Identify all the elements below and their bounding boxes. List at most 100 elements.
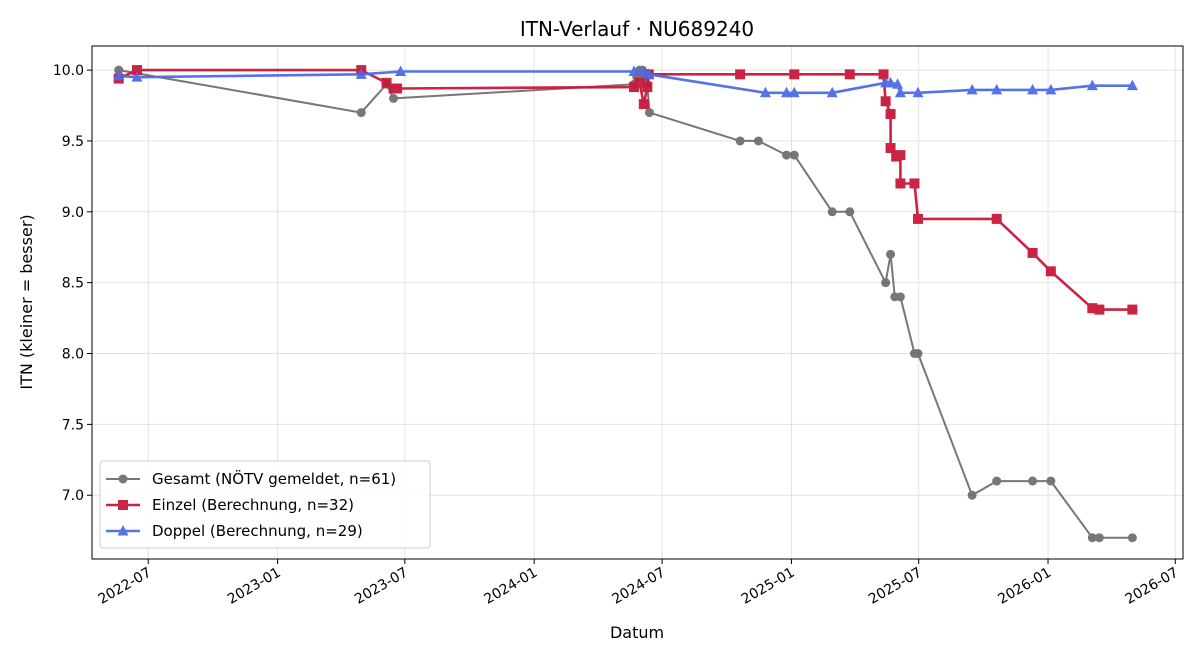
series-doppel	[113, 65, 1138, 98]
data-point-einzel	[735, 69, 746, 80]
data-point-doppel	[885, 76, 897, 88]
data-point-gesamt	[1046, 476, 1056, 486]
data-point-einzel	[895, 150, 906, 161]
data-point-doppel	[1126, 79, 1138, 91]
data-point-doppel	[1045, 83, 1057, 95]
y-axis: 7.0 7.5 8.0 8.5 9.0 9.5 10.0	[53, 63, 92, 504]
data-point-doppel	[628, 65, 640, 77]
legend-label-gesamt: Gesamt (NÖTV gemeldet, n=61)	[152, 469, 396, 488]
x-tick-label: 2025-07	[866, 565, 925, 608]
data-point-einzel	[880, 96, 891, 107]
data-point-doppel	[1086, 79, 1098, 91]
legend-swatch-einzel	[106, 500, 140, 510]
x-tick-label: 2023-01	[225, 565, 284, 608]
y-tick-label: 7.5	[62, 417, 84, 433]
plot-frame	[91, 45, 1184, 560]
data-point-einzel	[895, 178, 906, 189]
x-tick-label: 2026-01	[995, 565, 1054, 608]
series-line-doppel	[118, 70, 1133, 95]
data-point-doppel	[355, 68, 367, 79]
data-point-einzel	[885, 143, 896, 154]
data-point-doppel	[131, 71, 143, 82]
data-point-gesamt	[789, 150, 799, 160]
series-layer	[113, 65, 1138, 543]
y-tick-label: 10.0	[53, 63, 84, 79]
legend-marker	[118, 474, 128, 484]
data-point-doppel	[1027, 83, 1039, 95]
y-tick-label: 8.5	[62, 276, 84, 292]
data-point-gesamt	[881, 278, 891, 288]
y-tick-label: 8.0	[62, 347, 84, 363]
data-point-einzel	[789, 69, 800, 80]
y-tick-label: 7.0	[62, 488, 84, 504]
data-point-gesamt	[1028, 476, 1038, 486]
x-axis: 2022-07 2023-01 2023-07 2024-01 2024-07 2025-…	[96, 559, 1182, 608]
data-point-gesamt	[356, 108, 366, 118]
data-point-gesamt	[644, 108, 654, 118]
data-point-doppel	[826, 86, 838, 98]
data-point-doppel	[781, 86, 793, 98]
data-point-einzel	[1045, 266, 1056, 277]
data-point-einzel	[634, 77, 645, 88]
data-point-gesamt	[1094, 533, 1104, 543]
data-point-einzel	[392, 83, 403, 94]
data-point-doppel	[643, 68, 655, 79]
legend: Gesamt (NÖTV gemeldet, n=61) Einzel (Bere…	[99, 460, 431, 549]
data-point-gesamt	[886, 249, 896, 259]
data-point-gesamt	[992, 476, 1002, 486]
data-point-gesamt	[1127, 533, 1137, 543]
data-point-doppel	[892, 78, 904, 89]
data-point-einzel	[1027, 247, 1038, 258]
legend-swatch-gesamt	[106, 474, 140, 484]
data-point-gesamt	[827, 207, 837, 217]
data-point-doppel	[912, 86, 924, 98]
data-point-doppel	[788, 86, 800, 98]
data-point-einzel	[642, 82, 653, 93]
data-point-doppel	[894, 86, 906, 98]
x-tick-label: 2026-07	[1123, 565, 1182, 608]
data-point-gesamt	[735, 136, 745, 146]
data-point-doppel	[395, 65, 407, 77]
legend-marker	[118, 500, 128, 510]
x-tick-label: 2024-07	[609, 565, 668, 608]
series-einzel	[113, 65, 1138, 315]
data-point-einzel	[844, 69, 855, 80]
data-point-gesamt	[389, 93, 399, 103]
data-point-einzel	[1094, 304, 1105, 315]
data-point-doppel	[966, 83, 978, 95]
data-point-gesamt	[845, 207, 855, 217]
y-tick-label: 9.0	[62, 205, 84, 221]
chart-title: ITN-Verlauf · NU689240	[520, 17, 754, 41]
x-tick-label: 2024-01	[482, 565, 541, 608]
data-point-doppel	[113, 69, 125, 81]
x-tick-label: 2023-07	[352, 565, 411, 608]
data-point-einzel	[909, 178, 920, 189]
data-point-einzel	[381, 77, 392, 88]
data-point-einzel	[131, 65, 142, 76]
x-tick-label: 2025-01	[739, 565, 798, 608]
grid	[92, 46, 1183, 559]
y-tick-label: 9.5	[62, 134, 84, 150]
data-point-gesamt	[967, 490, 977, 500]
data-point-einzel	[912, 213, 923, 224]
y-axis-title: ITN (kleiner = besser)	[17, 214, 36, 389]
data-point-einzel	[991, 213, 1002, 224]
legend-label-einzel: Einzel (Berechnung, n=32)	[152, 496, 354, 514]
data-point-doppel	[991, 83, 1003, 95]
data-point-gesamt	[895, 292, 905, 302]
data-point-gesamt	[753, 136, 763, 146]
data-point-einzel	[1127, 304, 1138, 315]
data-point-doppel	[759, 86, 771, 98]
x-tick-label: 2022-07	[96, 565, 155, 608]
legend-swatch-doppel	[106, 525, 140, 536]
legend-marker	[117, 525, 129, 536]
series-line-einzel	[118, 68, 1133, 311]
data-point-gesamt	[1087, 533, 1097, 543]
data-point-einzel	[628, 82, 639, 93]
data-point-gesamt	[782, 150, 792, 160]
data-point-einzel	[885, 109, 896, 120]
data-point-gesamt	[913, 349, 923, 359]
data-point-einzel	[638, 99, 649, 110]
legend-box	[99, 460, 431, 549]
